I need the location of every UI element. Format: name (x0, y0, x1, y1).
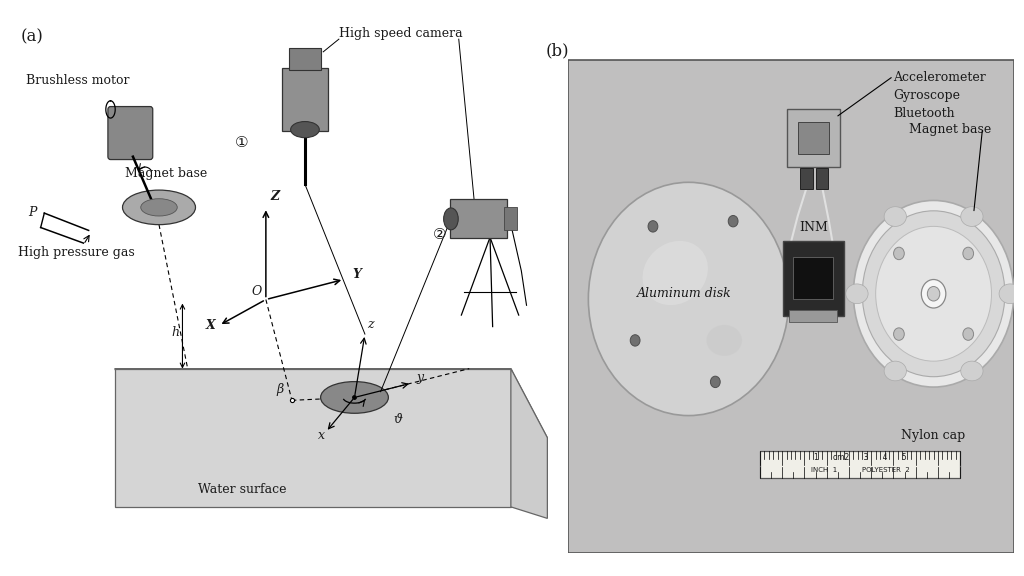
Ellipse shape (321, 382, 388, 414)
Text: P: P (29, 206, 37, 219)
Text: Nylon cap: Nylon cap (901, 429, 966, 442)
Ellipse shape (728, 215, 738, 227)
Ellipse shape (961, 207, 983, 226)
Text: Magnet base: Magnet base (125, 168, 208, 180)
FancyBboxPatch shape (290, 48, 321, 70)
Ellipse shape (711, 376, 720, 388)
Text: Magnet base: Magnet base (909, 123, 991, 136)
Ellipse shape (853, 200, 1014, 387)
Text: High speed camera: High speed camera (339, 28, 463, 40)
Ellipse shape (589, 182, 788, 415)
Ellipse shape (922, 279, 946, 308)
FancyBboxPatch shape (798, 122, 828, 154)
FancyBboxPatch shape (790, 310, 838, 322)
Text: INCH  1           POLYESTER  2: INCH 1 POLYESTER 2 (811, 467, 909, 473)
Polygon shape (568, 60, 1014, 553)
Text: ϑ: ϑ (393, 414, 402, 426)
Ellipse shape (876, 226, 991, 361)
FancyBboxPatch shape (504, 207, 517, 230)
Ellipse shape (884, 361, 906, 381)
FancyBboxPatch shape (794, 257, 834, 300)
Ellipse shape (963, 328, 974, 340)
Ellipse shape (642, 241, 708, 305)
Ellipse shape (961, 361, 983, 381)
FancyBboxPatch shape (450, 199, 507, 238)
Ellipse shape (291, 122, 319, 138)
Ellipse shape (707, 325, 742, 356)
FancyBboxPatch shape (282, 68, 328, 131)
FancyBboxPatch shape (782, 241, 844, 316)
Text: Water surface: Water surface (198, 483, 287, 496)
Text: ①: ① (234, 135, 248, 150)
Text: (a): (a) (20, 29, 44, 46)
Text: Y: Y (352, 268, 360, 281)
FancyBboxPatch shape (816, 168, 828, 188)
Ellipse shape (140, 199, 177, 216)
Text: Accelerometer
Gyroscope
Bluetooth: Accelerometer Gyroscope Bluetooth (894, 71, 986, 120)
FancyBboxPatch shape (108, 107, 153, 160)
Text: ②: ② (433, 227, 446, 242)
Text: High pressure gas: High pressure gas (18, 247, 135, 259)
FancyBboxPatch shape (787, 109, 840, 167)
Text: (b): (b) (546, 42, 569, 59)
Ellipse shape (648, 221, 657, 232)
Ellipse shape (630, 335, 640, 346)
Text: y: y (416, 372, 423, 384)
Polygon shape (511, 369, 548, 518)
Text: X: X (206, 320, 216, 332)
Ellipse shape (862, 211, 1005, 377)
Ellipse shape (963, 247, 974, 260)
Text: 1      cm2      3      4      5: 1 cm2 3 4 5 (814, 453, 906, 463)
Ellipse shape (123, 190, 196, 225)
Text: O: O (251, 285, 261, 298)
Polygon shape (115, 369, 548, 438)
Text: h: h (171, 326, 179, 339)
Text: Brushless motor: Brushless motor (26, 74, 130, 86)
Ellipse shape (884, 207, 906, 226)
Text: INM: INM (799, 221, 827, 234)
Ellipse shape (894, 247, 904, 260)
Text: x: x (318, 429, 325, 442)
Text: z: z (368, 319, 374, 331)
Polygon shape (115, 369, 511, 507)
Ellipse shape (894, 328, 904, 340)
Text: Aluminum disk: Aluminum disk (637, 287, 731, 300)
Ellipse shape (928, 286, 940, 301)
Ellipse shape (443, 208, 458, 230)
Ellipse shape (999, 284, 1021, 304)
Ellipse shape (846, 284, 868, 304)
FancyBboxPatch shape (760, 451, 961, 478)
Text: Z: Z (270, 191, 280, 203)
FancyBboxPatch shape (801, 168, 813, 188)
Text: β: β (276, 384, 284, 396)
